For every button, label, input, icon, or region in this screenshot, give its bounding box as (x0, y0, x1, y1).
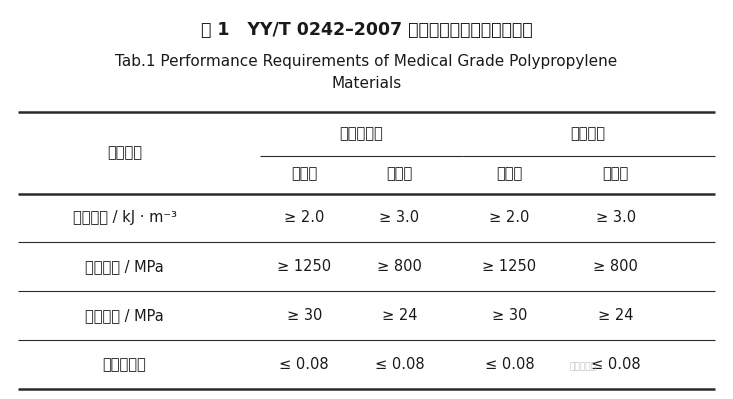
Text: ≥ 24: ≥ 24 (382, 308, 417, 323)
Text: ≥ 1250: ≥ 1250 (277, 259, 331, 275)
Text: 弯曲模量 / MPa: 弯曲模量 / MPa (85, 259, 164, 275)
Text: ≥ 800: ≥ 800 (377, 259, 422, 275)
Text: 输液、输血: 输液、输血 (339, 126, 383, 141)
Text: 紫外吸光度: 紫外吸光度 (103, 357, 147, 372)
Text: ≥ 24: ≥ 24 (598, 308, 633, 323)
Text: ≥ 2.0: ≥ 2.0 (284, 210, 325, 225)
Text: ≥ 2.0: ≥ 2.0 (489, 210, 530, 225)
Text: ≥ 3.0: ≥ 3.0 (380, 210, 419, 225)
Text: ≥ 30: ≥ 30 (287, 308, 322, 323)
Text: Materials: Materials (331, 76, 402, 91)
Text: ≤ 0.08: ≤ 0.08 (591, 357, 641, 372)
Text: 共聚型: 共聚型 (603, 166, 629, 181)
Text: 基本性能: 基本性能 (107, 145, 142, 160)
Text: Tab.1 Performance Requirements of Medical Grade Polypropylene: Tab.1 Performance Requirements of Medica… (115, 54, 618, 69)
Text: ≥ 800: ≥ 800 (593, 259, 638, 275)
Text: ≥ 3.0: ≥ 3.0 (596, 210, 636, 225)
Text: 弘元高分子: 弘元高分子 (570, 362, 596, 371)
Text: 拉伸强度 / MPa: 拉伸强度 / MPa (85, 308, 164, 323)
Text: ≥ 30: ≥ 30 (492, 308, 527, 323)
Text: ≤ 0.08: ≤ 0.08 (485, 357, 534, 372)
Text: ≤ 0.08: ≤ 0.08 (375, 357, 424, 372)
Text: ≥ 1250: ≥ 1250 (482, 259, 537, 275)
Text: 注射器具: 注射器具 (571, 126, 605, 141)
Text: 均聚型: 均聚型 (291, 166, 317, 181)
Text: 冲击强度 / kJ · m⁻³: 冲击强度 / kJ · m⁻³ (73, 210, 177, 225)
Text: 共聚型: 共聚型 (386, 166, 413, 181)
Text: 均聚型: 均聚型 (496, 166, 523, 181)
Text: ≤ 0.08: ≤ 0.08 (279, 357, 329, 372)
Text: 表 1   YY/T 0242–2007 医用级聚丙烯材料性能指标: 表 1 YY/T 0242–2007 医用级聚丙烯材料性能指标 (201, 21, 532, 39)
